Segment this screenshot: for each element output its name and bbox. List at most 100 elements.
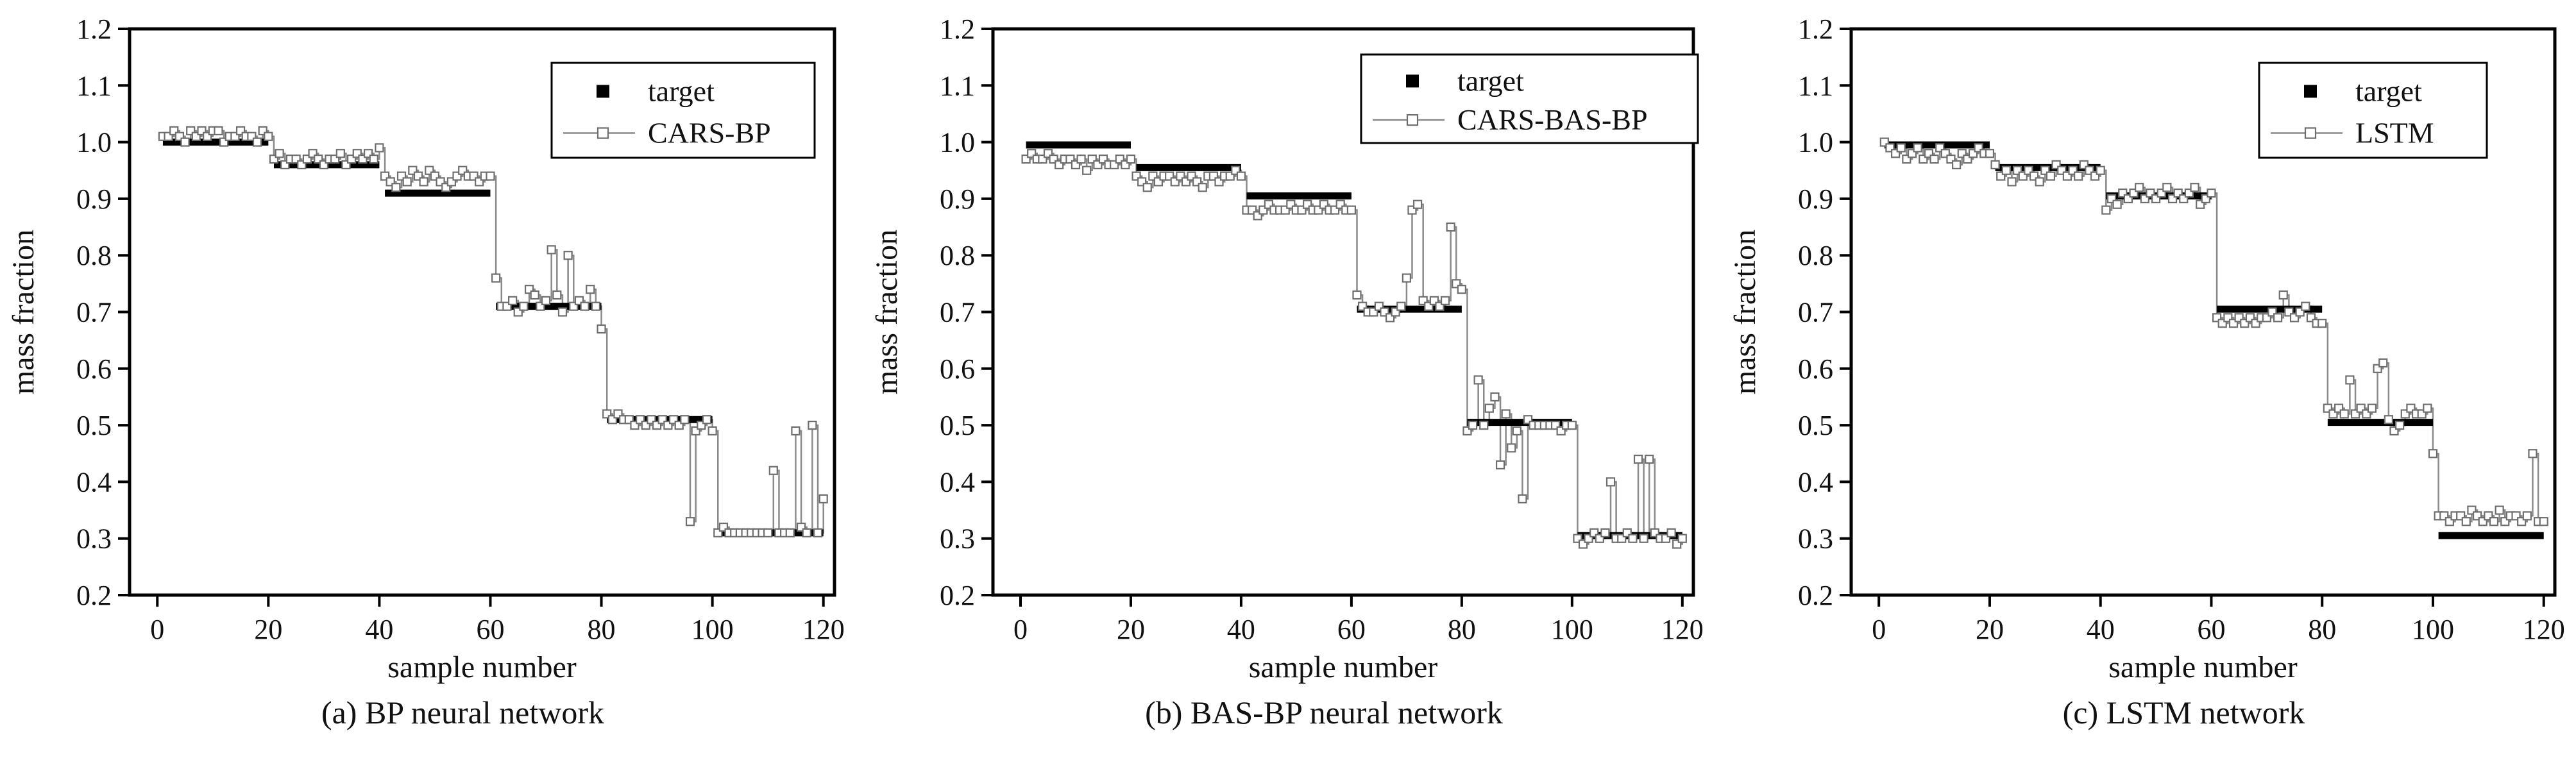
prediction-point [2489, 517, 2499, 526]
x-tick-label: 120 [2523, 614, 2565, 645]
prediction-point [2384, 415, 2393, 425]
prediction-point [264, 131, 273, 141]
x-tick-label: 120 [802, 614, 845, 645]
prediction-point [519, 301, 529, 311]
prediction-point [1518, 494, 1527, 503]
prediction-point [507, 296, 518, 305]
prediction-point [813, 528, 823, 537]
legend-prediction-marker [2304, 127, 2317, 139]
y-tick-label: 0.3 [1798, 523, 1833, 555]
prediction-point [591, 301, 600, 311]
prediction-point [2539, 517, 2548, 526]
y-tick-label: 0.9 [1798, 183, 1833, 215]
legend-prediction-label: LSTM [2355, 117, 2434, 149]
legend-box [2258, 62, 2488, 159]
x-axis-title: sample number [1249, 650, 1438, 684]
prediction-point [1473, 375, 1483, 385]
prediction-point [763, 528, 773, 537]
prediction-point [369, 154, 378, 164]
prediction-point [1985, 149, 1995, 158]
prediction-point [1396, 301, 1406, 311]
prediction-point [419, 177, 428, 187]
prediction-point [1457, 285, 1466, 294]
prediction-point [2046, 171, 2056, 181]
prediction-point [491, 273, 501, 283]
x-tick-label: 80 [588, 614, 616, 645]
y-tick-label: 0.6 [940, 353, 975, 385]
prediction-point [1446, 222, 1455, 232]
prediction-point [2135, 183, 2144, 192]
y-tick-label: 0.6 [76, 353, 112, 385]
prediction-point [1677, 534, 1687, 543]
x-tick-label: 0 [150, 614, 164, 645]
prediction-point [1633, 454, 1643, 464]
y-tick-label: 0.7 [76, 297, 112, 328]
y-tick-label: 0.9 [940, 183, 975, 215]
prediction-point [818, 494, 828, 503]
prediction-point [785, 528, 795, 537]
prediction-point [1346, 205, 1356, 215]
prediction-point [1501, 409, 1511, 419]
prediction-point [1639, 534, 1648, 543]
x-tick-label: 100 [691, 614, 734, 645]
prediction-point [1896, 143, 1906, 153]
legend-target-marker [597, 85, 609, 98]
prediction-point [1929, 154, 1939, 164]
prediction-point [802, 528, 811, 537]
x-tick-label: 80 [2308, 614, 2336, 645]
prediction-point [2318, 319, 2327, 328]
y-tick-label: 1.0 [76, 127, 112, 158]
legend-target-label: target [648, 74, 715, 107]
y-tick-label: 0.5 [1798, 410, 1833, 441]
chart-panel-lstm: 0.2 0.3 0.4 0.5 0.6 0.7 0.8 0.9 1.0 1.1 1.2 0 20 40 60… [1728, 13, 2565, 730]
y-axis-title: mass fraction [870, 230, 904, 394]
legend: target CARS-BP [550, 62, 816, 159]
prediction-point [1952, 160, 1962, 170]
legend-prediction-label: CARS-BAS-BP [1457, 103, 1648, 136]
prediction-point [2207, 188, 2216, 198]
x-tick-label: 40 [2087, 614, 2115, 645]
prediction-point [2395, 420, 2405, 430]
panel-caption: (b) BAS-BP neural network [1145, 695, 1503, 730]
prediction-point [2112, 199, 2122, 209]
prediction-point [2367, 403, 2377, 413]
chart-panel-bas-bp: 0.2 0.3 0.4 0.5 0.6 0.7 0.8 0.9 1.0 1.1 1.2 0 20 40 60… [870, 13, 1704, 730]
x-tick-label: 60 [1337, 614, 1366, 645]
y-tick-label: 1.2 [940, 13, 975, 45]
legend-target-marker [1406, 74, 1419, 88]
prediction-point [1507, 443, 1516, 453]
prediction-point [791, 426, 801, 436]
y-tick-label: 0.8 [1798, 240, 1833, 271]
prediction-point [2035, 177, 2044, 187]
y-tick-label: 0.4 [940, 466, 975, 498]
prediction-point [563, 251, 573, 260]
prediction-series-line [1884, 141, 2544, 523]
prediction-point [2339, 409, 2349, 419]
prediction-point [1512, 426, 1521, 436]
y-tick-label: 1.1 [940, 70, 975, 101]
legend-target-marker [2304, 85, 2317, 98]
prediction-point [586, 285, 595, 294]
prediction-point [1913, 143, 1922, 153]
y-tick-label: 1.0 [940, 127, 975, 158]
y-tick-label: 1.0 [1798, 127, 1833, 158]
prediction-point [486, 171, 495, 181]
x-tick-label: 100 [2412, 614, 2454, 645]
chart-panel-bp: 0.2 0.3 0.4 0.5 0.6 0.7 0.8 0.9 1.0 1.1 1.2 0 20 40 60… [6, 13, 845, 730]
prediction-point [1082, 165, 1092, 175]
prediction-point [1567, 420, 1577, 430]
prediction-point [2495, 505, 2504, 515]
x-tick-label: 20 [254, 614, 282, 645]
prediction-point [2278, 290, 2288, 300]
y-tick-label: 1.2 [76, 13, 112, 45]
y-tick-label: 0.7 [940, 297, 975, 328]
legend-prediction-label: CARS-BP [648, 117, 771, 149]
prediction-point [391, 183, 401, 192]
panel-caption: (a) BP neural network [321, 695, 604, 730]
prediction-point [375, 143, 384, 153]
y-tick-label: 0.8 [940, 240, 975, 271]
x-tick-label: 80 [1448, 614, 1476, 645]
panel-caption: (c) LSTM network [2063, 695, 2305, 730]
prediction-point [1126, 154, 1136, 164]
